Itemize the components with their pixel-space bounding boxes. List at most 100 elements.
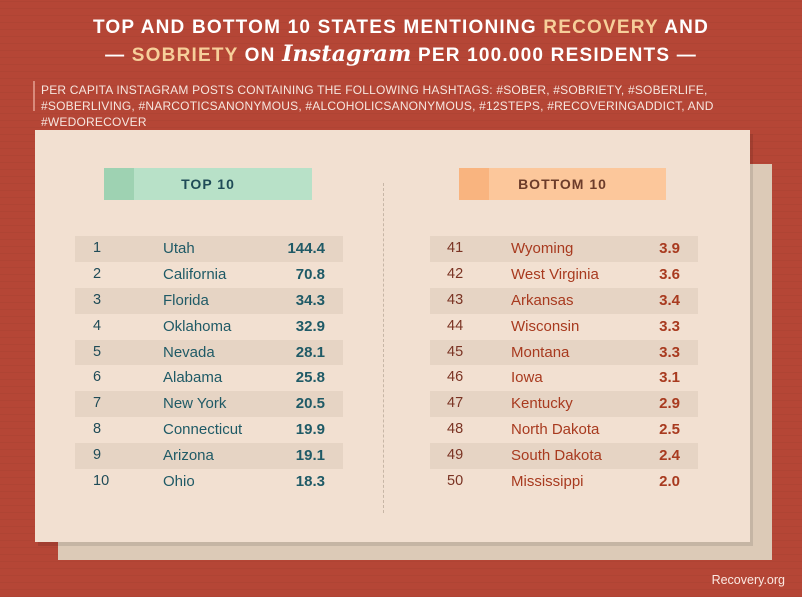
state-name: Utah: [163, 240, 195, 257]
top-10-header: TOP 10: [104, 168, 312, 200]
subtitle: Per capita Instagram posts containing th…: [41, 83, 714, 129]
rank: 3: [93, 291, 102, 308]
state-name: Ohio: [163, 473, 195, 491]
table-row: 46 Iowa 3.1: [430, 365, 698, 391]
rank: 48: [447, 421, 464, 438]
state-name: North Dakota: [511, 421, 600, 439]
rank: 8: [93, 421, 102, 438]
rank: 10: [93, 473, 110, 490]
value: 3.4: [659, 291, 680, 309]
rank: 7: [93, 395, 102, 412]
rank: 41: [447, 240, 464, 256]
table-row: 7 New York 20.5: [75, 391, 343, 418]
top-10-header-tab: [104, 168, 134, 200]
title-line2-post: per 100.000 residents: [417, 45, 671, 66]
state-name: Mississippi: [511, 473, 584, 491]
rank: 46: [447, 369, 464, 386]
table-row: 5 Nevada 28.1: [75, 339, 343, 366]
state-name: Wisconsin: [511, 317, 580, 335]
column-divider: [383, 183, 384, 513]
state-name: California: [163, 265, 227, 283]
state-name: Arkansas: [511, 291, 574, 309]
table-row: 8 Connecticut 19.9: [75, 417, 343, 443]
state-name: Oklahoma: [163, 317, 232, 335]
title-line-2: — Sobriety on Instagram per 100.000 resi…: [0, 41, 802, 69]
value: 144.4: [287, 240, 325, 257]
table-row: 42 West Virginia 3.6: [430, 262, 698, 288]
table-row: 1 Utah 144.4: [75, 236, 343, 262]
title-on: on: [244, 45, 276, 66]
state-name: West Virginia: [511, 265, 599, 283]
table-row: 41 Wyoming 3.9: [430, 236, 698, 262]
value: 3.1: [659, 369, 680, 387]
title-line-1: Top and Bottom 10 States Mentioning Reco…: [0, 14, 802, 41]
value: 2.9: [659, 395, 680, 413]
rank: 50: [447, 473, 464, 490]
value: 3.9: [659, 240, 680, 257]
rank: 42: [447, 265, 464, 282]
state-name: Montana: [511, 343, 570, 361]
top-10-table: 1 Utah 144.4 2 California 70.8 3 Florida 34.3 …: [75, 236, 343, 495]
state-name: Wyoming: [511, 240, 574, 257]
value: 2.4: [659, 447, 680, 465]
value: 19.1: [295, 447, 325, 465]
state-name: New York: [163, 395, 227, 413]
value: 20.5: [295, 395, 325, 413]
rank: 2: [93, 265, 102, 282]
value: 25.8: [295, 369, 325, 387]
table-row: 49 South Dakota 2.4: [430, 443, 698, 470]
rank: 5: [93, 343, 102, 360]
value: 34.3: [295, 291, 325, 309]
rank: 47: [447, 395, 464, 412]
title-instagram-wordmark: Instagram: [282, 41, 412, 67]
title-highlight-recovery: Recovery: [543, 17, 659, 38]
bottom-10-header-tab: [459, 168, 489, 200]
value: 28.1: [295, 343, 325, 361]
table-row: 48 North Dakota 2.5: [430, 417, 698, 443]
table-row: 43 Arkansas 3.4: [430, 287, 698, 314]
source-credit: Recovery.org: [711, 573, 785, 587]
rank: 6: [93, 369, 102, 386]
value: 32.9: [295, 317, 325, 335]
state-name: Arizona: [163, 447, 214, 465]
value: 70.8: [295, 265, 325, 283]
bottom-10-table: 41 Wyoming 3.9 42 West Virginia 3.6 43 Arkans…: [430, 236, 698, 495]
rank: 1: [93, 240, 102, 256]
value: 19.9: [295, 421, 325, 439]
state-name: Connecticut: [163, 421, 243, 439]
table-row: 3 Florida 34.3: [75, 287, 343, 314]
page-title: Top and Bottom 10 States Mentioning Reco…: [0, 14, 802, 69]
rank: 43: [447, 291, 464, 308]
table-row: 50 Mississippi 2.0: [430, 469, 698, 495]
table-row: 6 Alabama 25.8: [75, 365, 343, 391]
state-name: South Dakota: [511, 447, 602, 465]
state-name: Florida: [163, 291, 209, 309]
rank: 9: [93, 447, 102, 464]
table-row: 4 Oklahoma 32.9: [75, 314, 343, 340]
bottom-10-header: BOTTOM 10: [459, 168, 666, 200]
value: 3.3: [659, 343, 680, 361]
value: 3.3: [659, 317, 680, 335]
value: 3.6: [659, 265, 680, 283]
state-name: Iowa: [511, 369, 543, 387]
title-dash-open: —: [105, 45, 126, 66]
rank: 4: [93, 317, 102, 334]
title-line1-pre: Top and Bottom 10 States Mentioning: [92, 17, 537, 38]
table-row: 44 Wisconsin 3.3: [430, 314, 698, 340]
rank: 49: [447, 447, 464, 464]
top-10-label: TOP 10: [181, 176, 235, 192]
state-name: Kentucky: [511, 395, 573, 413]
table-row: 45 Montana 3.3: [430, 339, 698, 366]
table-row: 47 Kentucky 2.9: [430, 391, 698, 418]
table-row: 9 Arizona 19.1: [75, 443, 343, 470]
title-line1-post: and: [664, 17, 710, 38]
title-dash-close: —: [676, 45, 697, 66]
value: 2.0: [659, 473, 680, 491]
table-row: 10 Ohio 18.3: [75, 469, 343, 495]
state-name: Alabama: [163, 369, 223, 387]
title-highlight-sobriety: Sobriety: [131, 45, 239, 66]
table-row: 2 California 70.8: [75, 262, 343, 288]
state-name: Nevada: [163, 343, 215, 361]
bottom-10-label: BOTTOM 10: [518, 176, 607, 192]
rank: 45: [447, 343, 464, 360]
